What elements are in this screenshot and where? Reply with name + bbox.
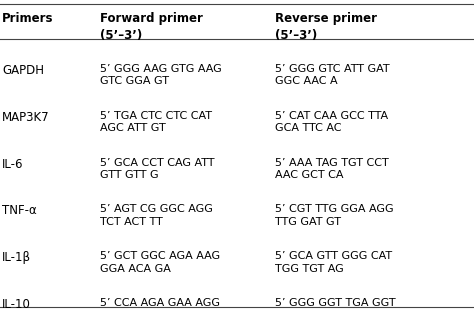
Text: 5’ CCA AGA GAA AGG
CAT CTA CA: 5’ CCA AGA GAA AGG CAT CTA CA (100, 298, 219, 309)
Text: TNF-α: TNF-α (2, 205, 37, 218)
Text: 5’ GCA CCT CAG ATT
GTT GTT G: 5’ GCA CCT CAG ATT GTT GTT G (100, 158, 214, 180)
Text: Primers: Primers (2, 12, 54, 25)
Text: 5’ GGG GTC ATT GAT
GGC AAC A: 5’ GGG GTC ATT GAT GGC AAC A (275, 64, 390, 87)
Text: 5’ AGT CG GGC AGG
TCT ACT TT: 5’ AGT CG GGC AGG TCT ACT TT (100, 205, 212, 227)
Text: MAP3K7: MAP3K7 (2, 111, 50, 124)
Text: 5’ CGT TTG GGA AGG
TTG GAT GT: 5’ CGT TTG GGA AGG TTG GAT GT (275, 205, 393, 227)
Text: 5’ GCT GGC AGA AAG
GGA ACA GA: 5’ GCT GGC AGA AAG GGA ACA GA (100, 252, 219, 274)
Text: 5’ GCA GTT GGG CAT
TGG TGT AG: 5’ GCA GTT GGG CAT TGG TGT AG (275, 252, 392, 274)
Text: 5’ TGA CTC CTC CAT
AGC ATT GT: 5’ TGA CTC CTC CAT AGC ATT GT (100, 111, 211, 133)
Text: 5’ CAT CAA GCC TTA
GCA TTC AC: 5’ CAT CAA GCC TTA GCA TTC AC (275, 111, 388, 133)
Text: 5’ GGG GGT TGA GGT
ATC AGA G: 5’ GGG GGT TGA GGT ATC AGA G (275, 298, 395, 309)
Text: 5’ AAA TAG TGT CCT
AAC GCT CA: 5’ AAA TAG TGT CCT AAC GCT CA (275, 158, 389, 180)
Text: IL-10: IL-10 (2, 298, 31, 309)
Text: 5’ GGG AAG GTG AAG
GTC GGA GT: 5’ GGG AAG GTG AAG GTC GGA GT (100, 64, 221, 87)
Text: GAPDH: GAPDH (2, 64, 45, 77)
Text: IL-6: IL-6 (2, 158, 24, 171)
Text: Reverse primer
(5’–3’): Reverse primer (5’–3’) (275, 12, 377, 42)
Text: IL-1β: IL-1β (2, 252, 31, 265)
Text: Forward primer
(5’–3’): Forward primer (5’–3’) (100, 12, 202, 42)
